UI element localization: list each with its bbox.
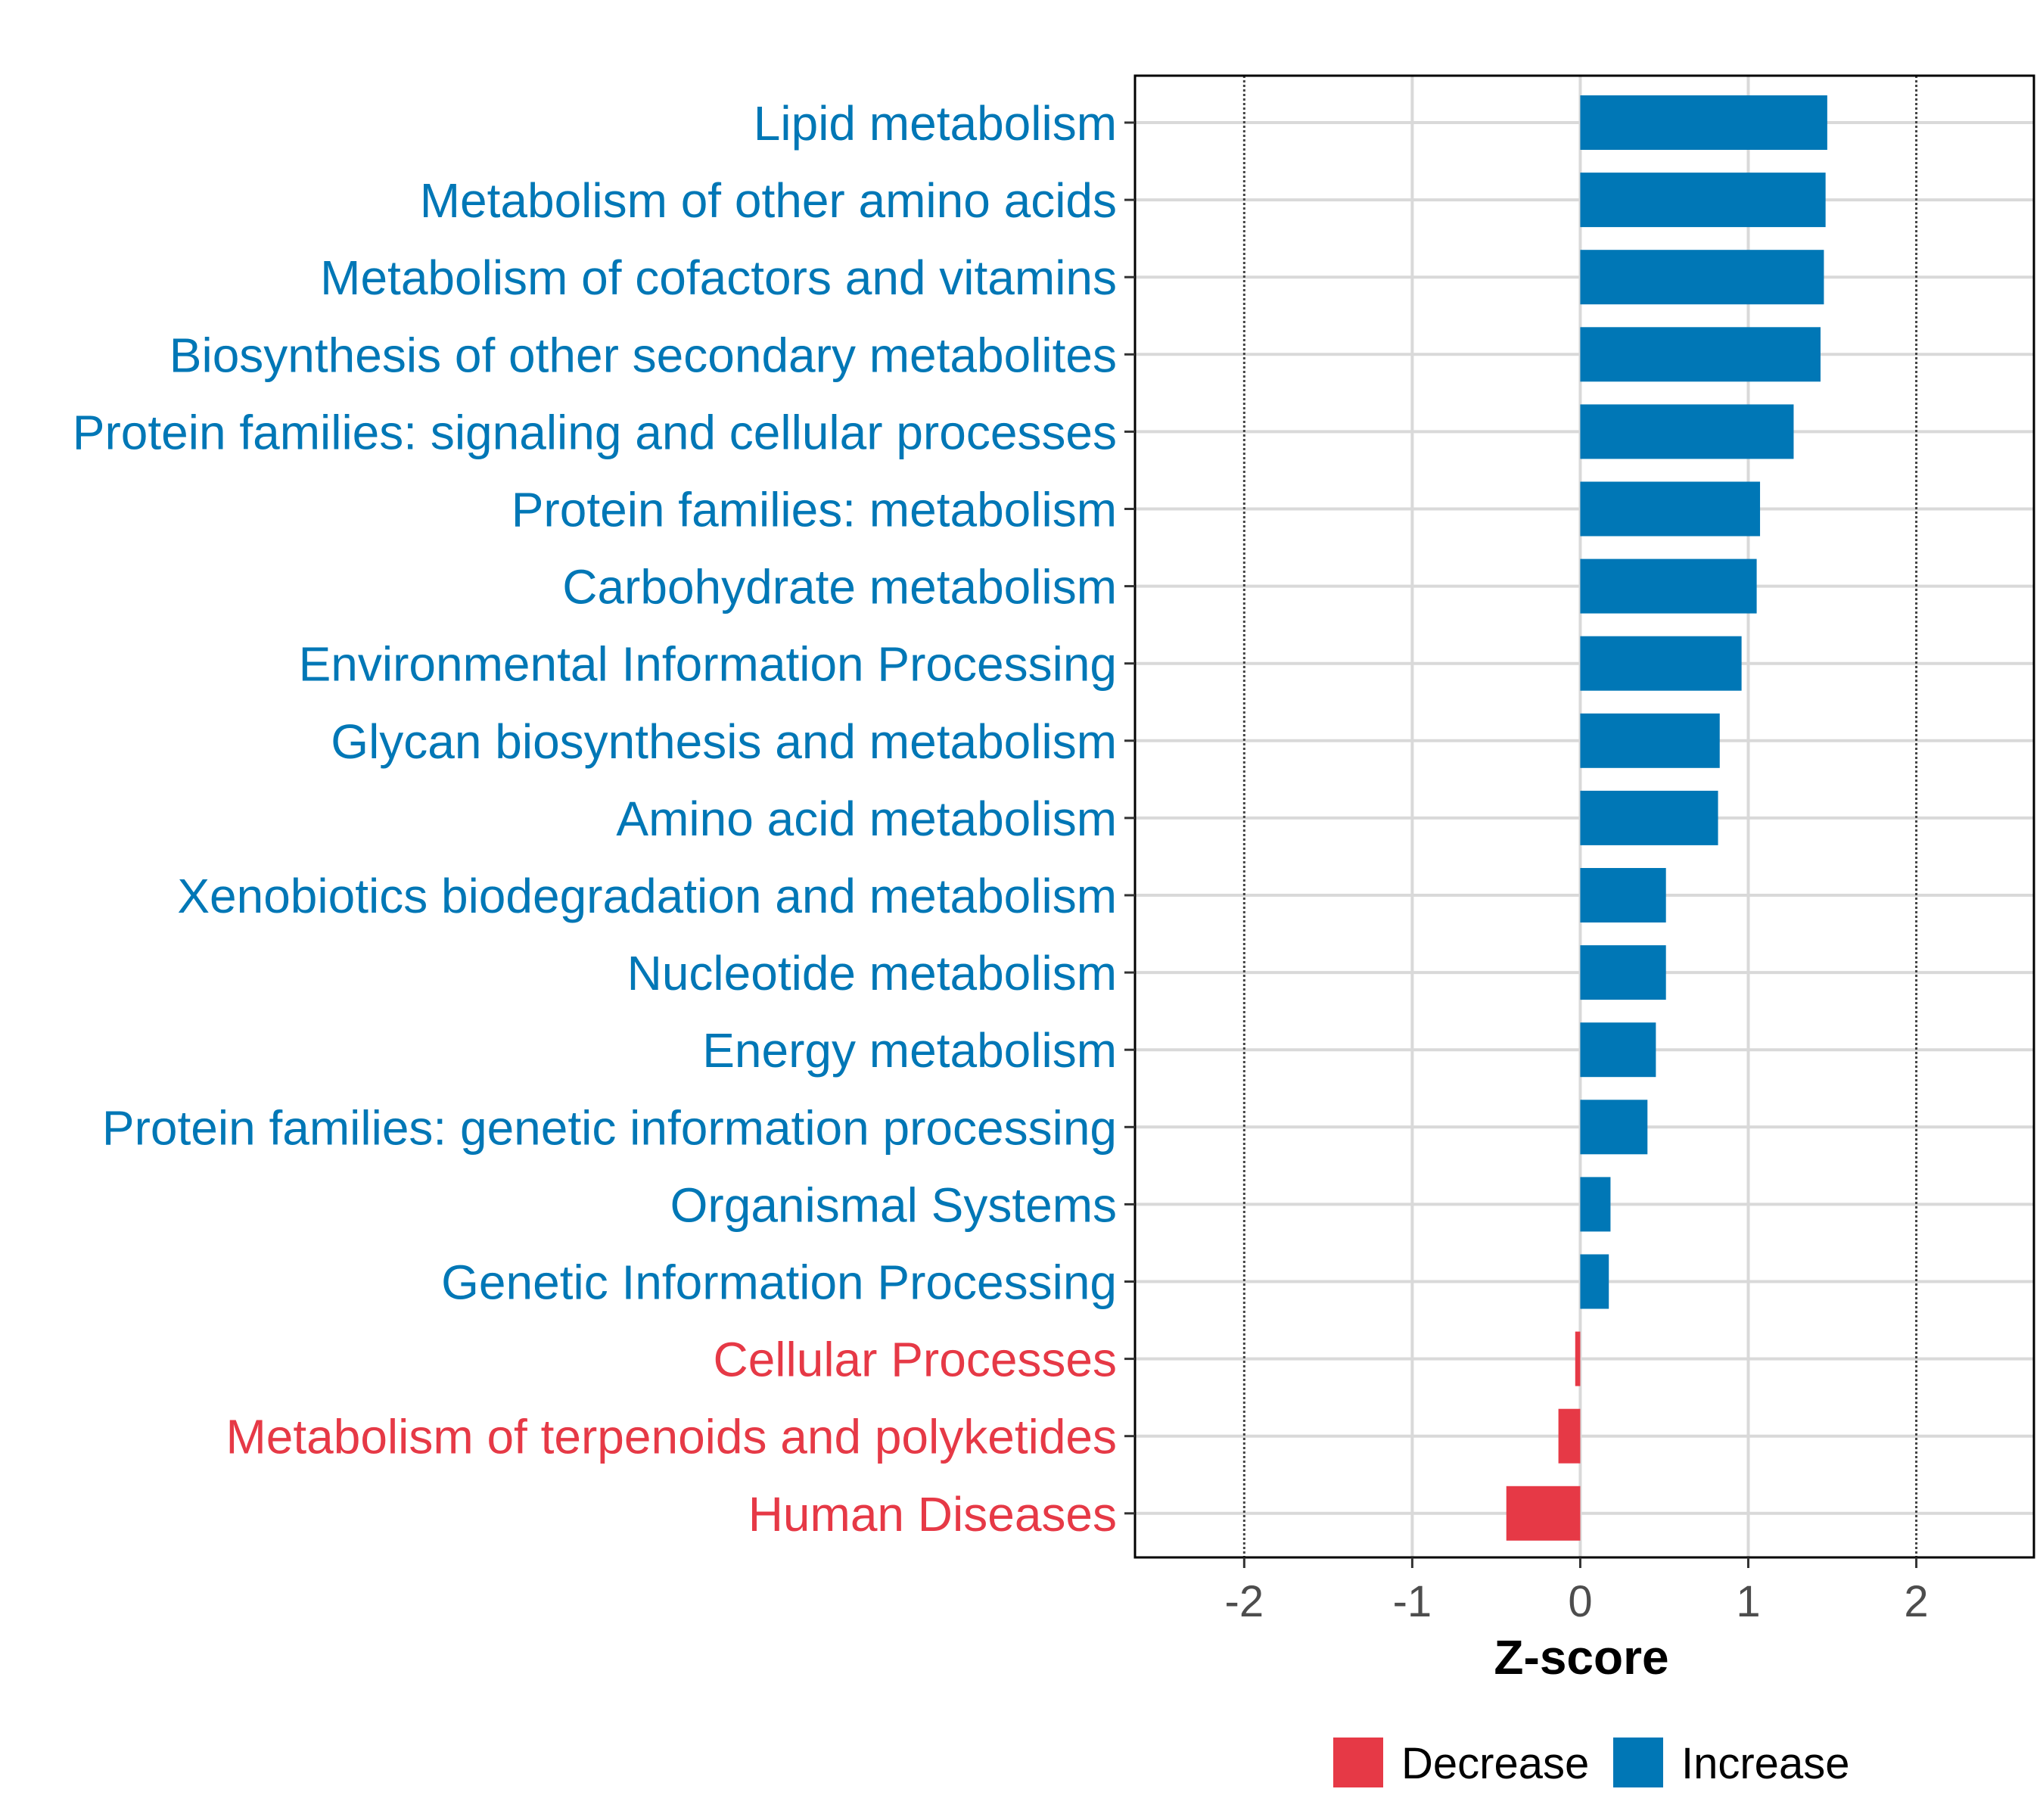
bar: [1580, 95, 1827, 150]
bar: [1580, 250, 1824, 305]
x-tick-label: -2: [1225, 1577, 1264, 1626]
y-tick-label: Metabolism of cofactors and vitamins: [320, 250, 1117, 305]
bar: [1580, 173, 1826, 228]
legend-swatch: [1613, 1738, 1663, 1787]
y-tick-label: Xenobiotics biodegradation and metabolis…: [177, 869, 1117, 923]
bar: [1580, 868, 1666, 922]
y-tick-label: Cellular Processes: [713, 1333, 1117, 1387]
bar: [1580, 945, 1666, 1000]
x-axis-title: Z-score: [1494, 1630, 1668, 1685]
y-tick-label: Human Diseases: [748, 1487, 1117, 1542]
x-tick-label: 1: [1736, 1577, 1760, 1626]
y-tick-label: Metabolism of other amino acids: [420, 173, 1117, 228]
y-tick-label: Carbohydrate metabolism: [562, 560, 1117, 614]
y-tick-label: Organismal Systems: [670, 1178, 1117, 1232]
legend-swatch: [1333, 1738, 1383, 1787]
bar: [1580, 1100, 1648, 1155]
y-tick-label: Nucleotide metabolism: [627, 946, 1117, 1000]
bar: [1580, 1177, 1611, 1232]
legend: Decrease Increase: [1333, 1738, 1849, 1788]
x-tick-label: 0: [1568, 1577, 1592, 1626]
y-tick-label: Metabolism of terpenoids and polyketides: [225, 1410, 1117, 1464]
bar: [1580, 404, 1794, 459]
bar: [1558, 1408, 1581, 1464]
bar: [1506, 1486, 1581, 1541]
bar: [1580, 790, 1718, 845]
y-tick-label: Biosynthesis of other secondary metaboli…: [169, 328, 1117, 382]
bar: [1580, 713, 1720, 768]
bar: [1575, 1331, 1581, 1386]
legend-label: Decrease: [1401, 1739, 1589, 1788]
bar: [1580, 481, 1761, 537]
y-tick-label: Lipid metabolism: [754, 96, 1117, 151]
bar: [1580, 558, 1757, 614]
y-tick-label: Environmental Information Processing: [299, 637, 1117, 692]
x-axis: -2 -1 0 1 2: [1225, 1557, 1929, 1626]
y-axis: Lipid metabolism Metabolism of other amin…: [73, 96, 1135, 1542]
y-tick-label: Protein families: metabolism: [512, 483, 1117, 537]
legend-label: Increase: [1681, 1739, 1849, 1788]
y-tick-label: Amino acid metabolism: [616, 792, 1117, 846]
bars-layer: [1506, 95, 1827, 1541]
panel-border: [1133, 74, 2035, 1559]
y-tick-label: Glycan biosynthesis and metabolism: [331, 714, 1117, 769]
bar: [1580, 1254, 1609, 1309]
bar: [1580, 1022, 1656, 1078]
y-tick-label: Protein families: genetic information pr…: [102, 1100, 1117, 1155]
y-tick-label: Energy metabolism: [702, 1023, 1117, 1078]
frame-layer: [1133, 74, 2035, 1559]
bar: [1580, 636, 1742, 691]
y-tick-label: Protein families: signaling and cellular…: [73, 405, 1117, 459]
x-tick-label: -1: [1393, 1577, 1432, 1626]
x-tick-label: 2: [1904, 1577, 1928, 1626]
bar: [1580, 327, 1821, 382]
y-tick-label: Genetic Information Processing: [441, 1255, 1117, 1310]
